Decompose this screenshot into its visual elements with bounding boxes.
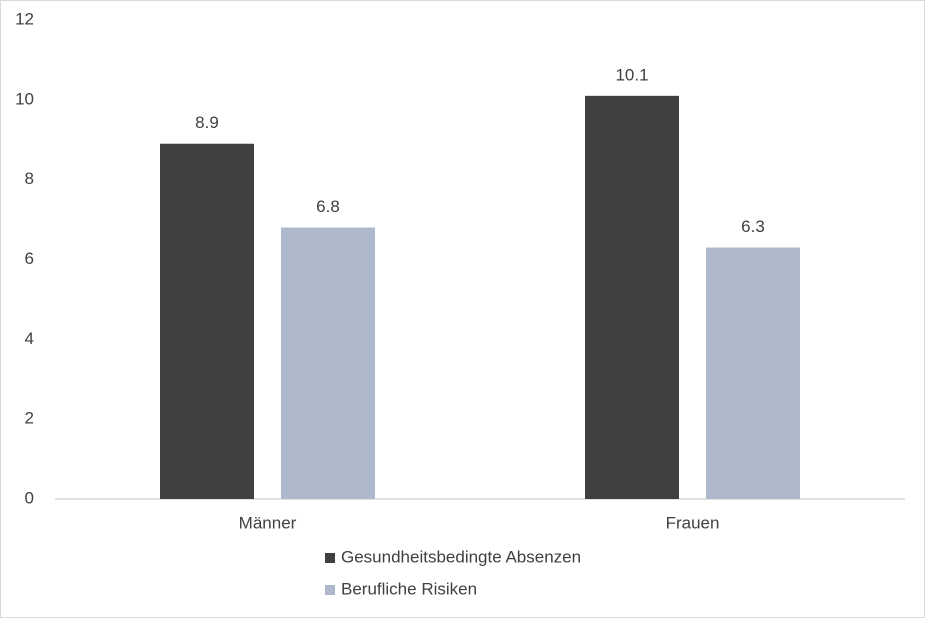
bar <box>585 95 679 499</box>
y-tick-label: 2 <box>25 409 34 428</box>
y-tick-label: 0 <box>25 488 34 507</box>
bar <box>281 227 375 500</box>
value-label: 6.3 <box>741 217 765 236</box>
legend-swatch <box>325 585 335 595</box>
bar <box>160 143 254 499</box>
legend-label: Berufliche Risiken <box>341 579 477 598</box>
legend-label: Gesundheitsbedingte Absenzen <box>341 547 581 566</box>
value-label: 8.9 <box>195 113 219 132</box>
legend-swatch <box>325 553 335 563</box>
y-tick-label: 4 <box>25 329 34 348</box>
y-tick-label: 6 <box>25 249 34 268</box>
x-tick-label: Frauen <box>666 513 720 532</box>
value-label: 6.8 <box>316 197 340 216</box>
y-tick-label: 12 <box>15 9 34 28</box>
x-tick-label: Männer <box>239 513 297 532</box>
value-label: 10.1 <box>615 65 648 84</box>
y-tick-label: 10 <box>15 89 34 108</box>
y-tick-label: 8 <box>25 169 34 188</box>
bar <box>706 247 800 499</box>
